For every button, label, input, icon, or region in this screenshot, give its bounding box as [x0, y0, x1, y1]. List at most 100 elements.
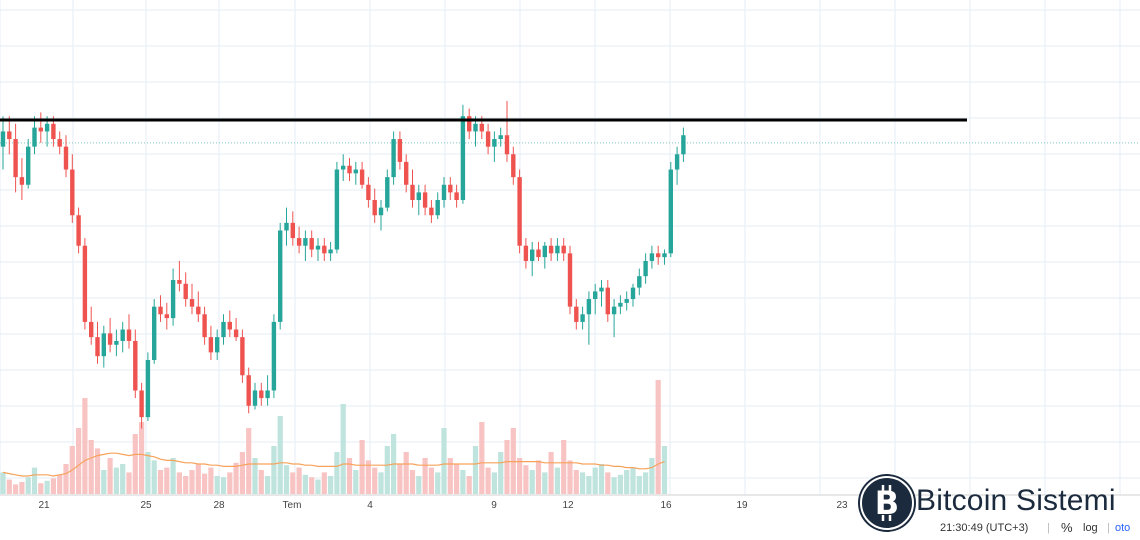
candlestick[interactable] [630, 283, 636, 307]
candlestick[interactable] [303, 230, 308, 261]
candlestick[interactable] [114, 329, 119, 357]
candlestick[interactable] [561, 238, 566, 261]
candlestick[interactable] [467, 108, 472, 140]
candlestick[interactable] [517, 169, 522, 254]
candlestick[interactable] [441, 177, 447, 208]
candlestick[interactable] [158, 295, 163, 322]
candlestick[interactable] [233, 318, 239, 341]
candlestick[interactable] [656, 245, 661, 265]
candlestick[interactable] [385, 169, 390, 212]
candlestick[interactable] [391, 131, 396, 185]
candlestick[interactable] [643, 253, 648, 284]
candlestick[interactable] [536, 241, 541, 261]
candlestick[interactable] [624, 291, 629, 311]
candlestick[interactable] [259, 382, 264, 406]
candlestick[interactable] [296, 226, 302, 254]
candlestick[interactable] [410, 169, 415, 208]
candlestick[interactable] [215, 329, 220, 360]
candlestick[interactable] [183, 272, 188, 307]
candlestick[interactable] [359, 161, 365, 189]
candlestick[interactable] [315, 238, 321, 261]
candlestick[interactable] [668, 161, 673, 258]
candlestick[interactable] [252, 382, 258, 410]
candlestick[interactable] [341, 154, 346, 181]
candlestick[interactable] [0, 116, 6, 170]
candlestick[interactable] [662, 249, 667, 265]
candlestick[interactable] [57, 131, 62, 155]
candlestick[interactable] [674, 146, 680, 185]
candlestick[interactable] [227, 310, 232, 338]
candlestick[interactable] [309, 230, 314, 258]
candlestick[interactable] [19, 158, 25, 200]
candlestick[interactable] [152, 299, 157, 364]
candlestick[interactable] [580, 306, 585, 330]
candlestick[interactable] [120, 321, 125, 353]
candlestick[interactable] [555, 238, 560, 261]
candlestick[interactable] [416, 184, 421, 216]
candlestick[interactable] [366, 177, 371, 208]
candlestick[interactable] [574, 299, 579, 330]
candlestick[interactable] [170, 268, 176, 326]
candlestick[interactable] [284, 207, 289, 246]
candlestick[interactable] [278, 222, 283, 330]
candlestick[interactable] [13, 123, 18, 193]
candlestick[interactable] [177, 260, 182, 292]
candlestick[interactable] [328, 241, 333, 261]
candlestick[interactable] [145, 352, 151, 421]
candlestick[interactable] [32, 116, 37, 155]
candlestick[interactable] [7, 116, 12, 155]
candlestick[interactable] [89, 306, 94, 345]
candlestick[interactable] [353, 161, 358, 185]
candlestick[interactable] [454, 184, 459, 208]
candlestick[interactable] [70, 154, 75, 223]
candlestick[interactable] [63, 135, 69, 178]
candlestick[interactable] [448, 177, 453, 200]
candlestick[interactable] [599, 280, 604, 307]
candlestick[interactable] [290, 211, 295, 246]
candlestick[interactable] [347, 158, 352, 181]
candlestick[interactable] [637, 268, 642, 296]
candlestick[interactable] [504, 100, 510, 162]
log-scale-toggle[interactable]: log [1083, 522, 1098, 534]
candlestick[interactable] [397, 131, 403, 170]
candlestick[interactable] [38, 112, 43, 143]
candlestick[interactable] [76, 207, 81, 254]
candlestick[interactable] [492, 131, 497, 162]
candlestick[interactable] [567, 245, 573, 315]
percent-scale-toggle[interactable]: % [1061, 520, 1073, 535]
candlestick[interactable] [246, 367, 251, 414]
candlestick[interactable] [372, 188, 377, 223]
candlestick[interactable] [133, 329, 138, 399]
candlestick[interactable] [221, 314, 226, 345]
candlestick[interactable] [498, 127, 503, 147]
candlestick[interactable] [271, 314, 277, 399]
candlestick[interactable] [530, 241, 535, 277]
candlestick[interactable] [139, 382, 144, 429]
candlestick[interactable] [26, 139, 31, 189]
candlestick[interactable] [548, 238, 554, 261]
candlestick[interactable] [422, 184, 428, 216]
candlestick[interactable] [202, 306, 207, 345]
candlestick[interactable] [611, 299, 617, 338]
candlestick[interactable] [240, 329, 245, 383]
candlestick[interactable] [593, 283, 598, 315]
candlestick[interactable] [605, 280, 610, 322]
candlestick[interactable] [164, 302, 169, 330]
price-chart[interactable]: 21 25 28 Tem 4 9 12 16 19 23 [0, 0, 1140, 514]
candlestick[interactable] [542, 241, 547, 269]
auto-scale-toggle[interactable]: oto [1115, 522, 1131, 534]
candlestick[interactable] [208, 325, 214, 360]
candlestick[interactable] [485, 123, 491, 155]
candlestick[interactable] [511, 146, 516, 185]
candlestick[interactable] [189, 283, 195, 315]
candlestick[interactable] [101, 325, 106, 368]
candlestick[interactable] [322, 238, 327, 261]
candlestick[interactable] [404, 154, 409, 193]
candlestick[interactable] [107, 318, 113, 353]
candlestick[interactable] [523, 238, 529, 269]
candlestick[interactable] [378, 200, 384, 231]
candlestick[interactable] [681, 127, 686, 162]
candlestick[interactable] [196, 291, 201, 322]
candlestick[interactable] [265, 375, 270, 406]
candlestick[interactable] [82, 238, 88, 330]
